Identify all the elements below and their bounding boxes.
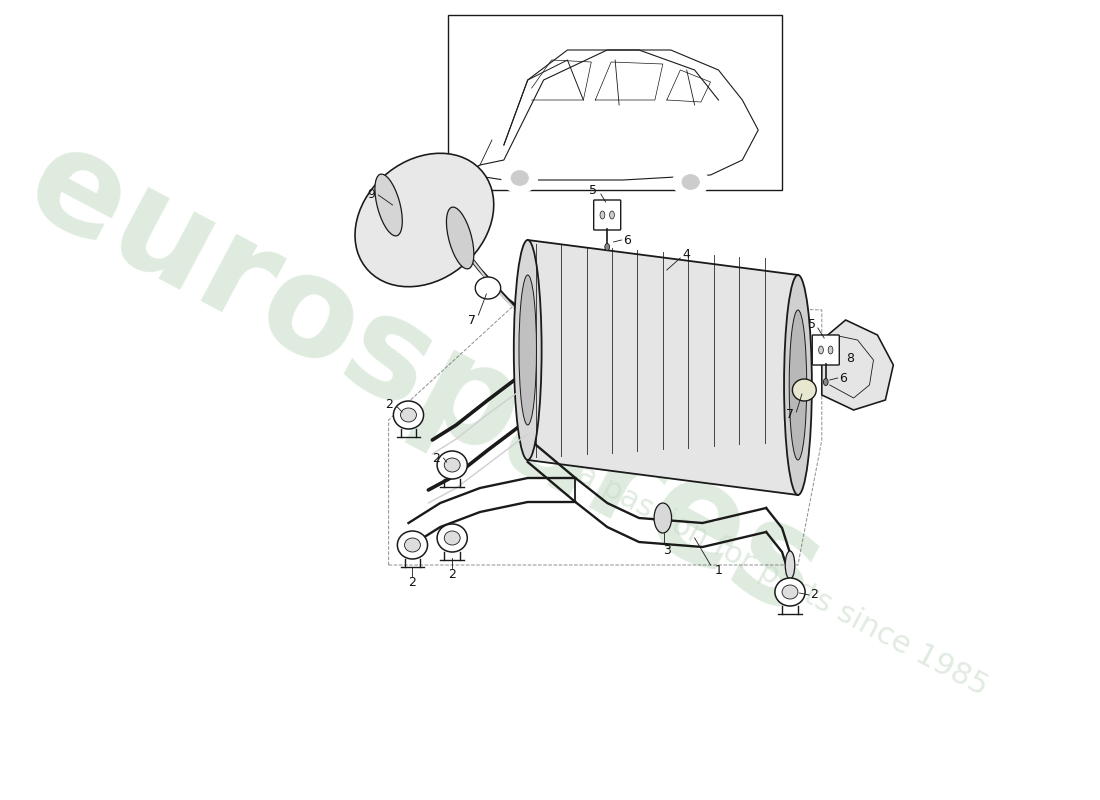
Ellipse shape <box>514 240 541 460</box>
Ellipse shape <box>605 243 609 250</box>
Text: 2: 2 <box>810 589 817 602</box>
Ellipse shape <box>774 578 805 606</box>
Text: 4: 4 <box>683 249 691 262</box>
Text: 6: 6 <box>623 234 631 246</box>
Ellipse shape <box>789 310 806 460</box>
Ellipse shape <box>437 451 468 479</box>
Text: a passion for parts since 1985: a passion for parts since 1985 <box>572 459 992 701</box>
Ellipse shape <box>828 346 833 354</box>
Polygon shape <box>822 320 893 410</box>
Ellipse shape <box>355 154 494 286</box>
Ellipse shape <box>502 163 538 193</box>
Ellipse shape <box>405 538 420 552</box>
Text: 5: 5 <box>588 183 597 197</box>
Text: 9: 9 <box>367 189 375 202</box>
Text: 2: 2 <box>432 451 440 465</box>
Bar <box>448 15 782 190</box>
Ellipse shape <box>824 378 828 386</box>
Ellipse shape <box>394 401 424 429</box>
Text: 8: 8 <box>846 351 854 365</box>
Polygon shape <box>528 240 798 495</box>
Ellipse shape <box>397 531 428 559</box>
FancyBboxPatch shape <box>594 200 620 230</box>
Ellipse shape <box>818 346 824 354</box>
Text: 6: 6 <box>839 371 847 385</box>
Ellipse shape <box>609 211 614 219</box>
Ellipse shape <box>512 170 528 186</box>
Text: 2: 2 <box>385 398 393 411</box>
Text: 5: 5 <box>808 318 816 331</box>
Ellipse shape <box>444 458 460 472</box>
Ellipse shape <box>375 174 403 236</box>
Ellipse shape <box>519 275 537 425</box>
Ellipse shape <box>682 174 700 190</box>
Ellipse shape <box>673 167 708 197</box>
Ellipse shape <box>600 211 605 219</box>
Ellipse shape <box>400 408 417 422</box>
Text: eurospares: eurospares <box>6 114 844 646</box>
Ellipse shape <box>785 551 795 579</box>
Ellipse shape <box>784 275 812 495</box>
Text: 3: 3 <box>663 543 671 557</box>
Ellipse shape <box>654 503 672 533</box>
Text: 2: 2 <box>408 575 417 589</box>
Text: 7: 7 <box>469 314 476 326</box>
FancyBboxPatch shape <box>812 335 839 365</box>
Text: 1: 1 <box>715 563 723 577</box>
Ellipse shape <box>447 207 474 269</box>
Ellipse shape <box>792 379 816 401</box>
Ellipse shape <box>444 531 460 545</box>
Ellipse shape <box>475 277 500 299</box>
Ellipse shape <box>437 524 468 552</box>
Ellipse shape <box>782 585 797 599</box>
Text: 7: 7 <box>786 409 794 422</box>
Text: 2: 2 <box>449 569 456 582</box>
